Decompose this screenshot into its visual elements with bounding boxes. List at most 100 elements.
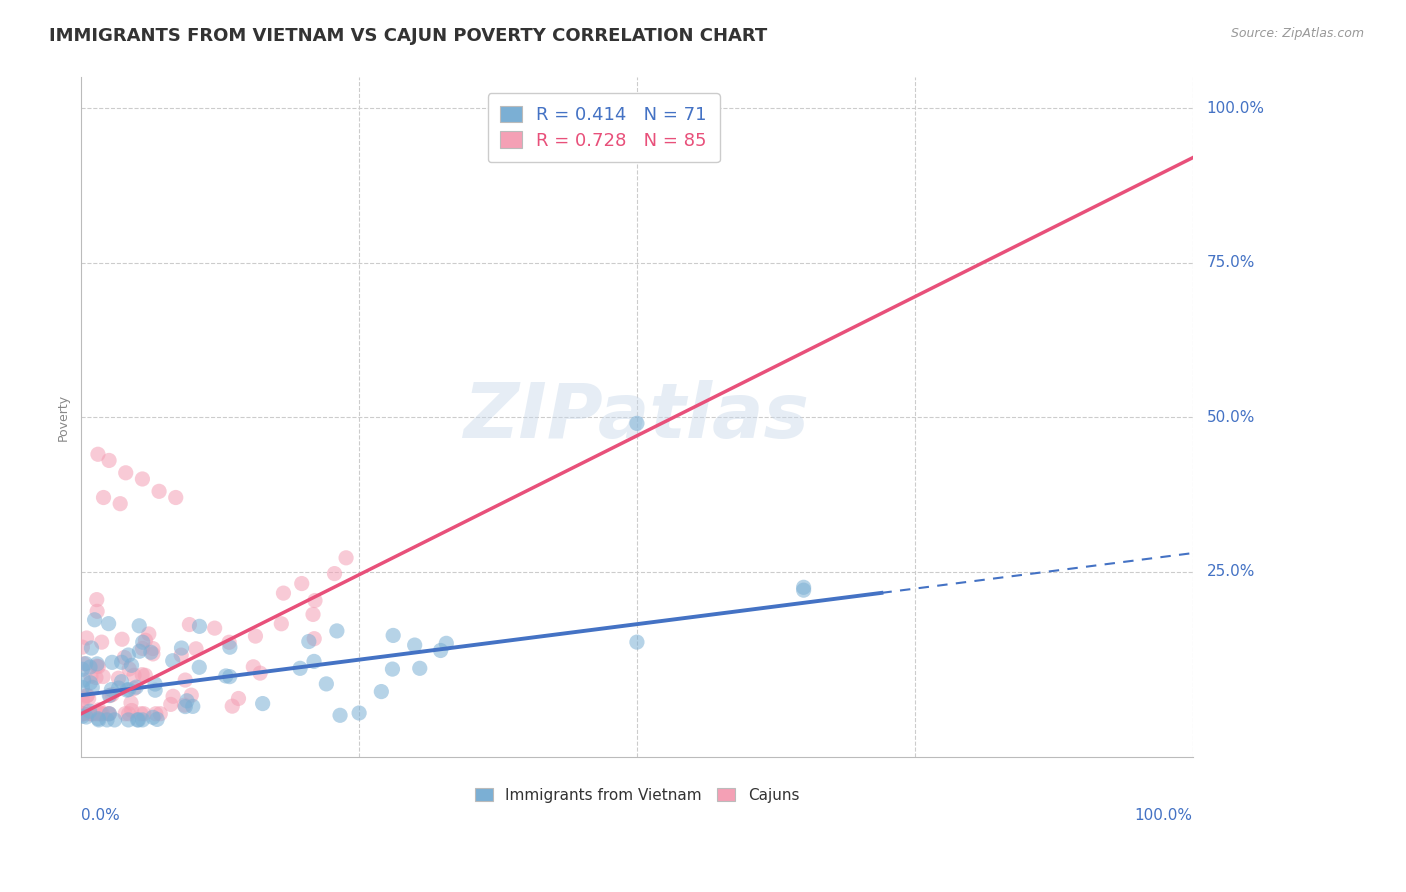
Point — [72, 706, 94, 721]
Point — [218, 640, 240, 655]
Point — [79, 706, 101, 721]
Point — [204, 621, 226, 635]
Point — [117, 713, 139, 727]
Point — [80, 669, 103, 683]
Point — [221, 699, 243, 714]
Point — [288, 661, 311, 675]
Point — [146, 712, 169, 726]
Point — [170, 648, 193, 662]
Point — [101, 688, 124, 702]
Point — [75, 710, 97, 724]
Point — [249, 666, 271, 681]
Point — [315, 677, 337, 691]
Point — [118, 662, 141, 676]
Point — [97, 616, 120, 631]
Legend: Immigrants from Vietnam, Cajuns: Immigrants from Vietnam, Cajuns — [467, 780, 807, 811]
Point — [90, 635, 112, 649]
Point — [107, 681, 129, 695]
Point — [228, 691, 250, 706]
Point — [131, 667, 153, 681]
Point — [115, 683, 138, 698]
Point — [83, 613, 105, 627]
Point — [184, 641, 207, 656]
Point — [77, 691, 100, 706]
Point — [121, 703, 143, 717]
Point — [76, 689, 98, 703]
Point — [87, 713, 110, 727]
Point — [302, 655, 325, 669]
Point — [87, 712, 110, 726]
Point — [793, 583, 815, 598]
Point — [128, 644, 150, 658]
Point — [139, 645, 162, 659]
Point — [80, 706, 103, 721]
Point — [131, 472, 153, 486]
Point — [218, 635, 240, 649]
Point — [180, 688, 202, 702]
Point — [129, 706, 152, 721]
Point — [96, 713, 118, 727]
Point — [173, 698, 195, 713]
Text: 75.0%: 75.0% — [1206, 255, 1254, 270]
Point — [112, 650, 135, 665]
Point — [87, 703, 110, 717]
Point — [122, 668, 145, 682]
Point — [91, 669, 114, 683]
Point — [159, 698, 181, 712]
Point — [273, 586, 295, 600]
Point — [80, 640, 103, 655]
Point — [215, 669, 238, 683]
Point — [72, 681, 94, 695]
Point — [86, 706, 108, 721]
Point — [75, 657, 97, 671]
Point — [252, 697, 274, 711]
Point — [83, 706, 105, 721]
Point — [72, 706, 94, 721]
Point — [86, 657, 108, 671]
Point — [86, 592, 108, 607]
Text: ZIPatlas: ZIPatlas — [464, 380, 810, 454]
Point — [218, 670, 240, 684]
Text: 25.0%: 25.0% — [1206, 564, 1254, 579]
Point — [72, 691, 94, 706]
Point — [370, 684, 392, 698]
Point — [127, 713, 149, 727]
Point — [122, 681, 145, 696]
Point — [79, 675, 101, 690]
Point — [143, 683, 166, 698]
Point — [86, 659, 108, 673]
Point — [72, 706, 94, 721]
Point — [98, 453, 121, 467]
Text: Source: ZipAtlas.com: Source: ZipAtlas.com — [1230, 27, 1364, 40]
Point — [72, 662, 94, 676]
Point — [138, 627, 160, 641]
Y-axis label: Poverty: Poverty — [58, 393, 70, 441]
Point — [302, 632, 325, 646]
Point — [118, 706, 141, 721]
Point — [179, 617, 201, 632]
Point — [72, 640, 94, 654]
Point — [111, 655, 134, 669]
Point — [793, 580, 815, 594]
Point — [626, 417, 648, 431]
Point — [84, 671, 107, 685]
Point — [79, 704, 101, 718]
Point — [298, 634, 321, 648]
Point — [429, 643, 451, 657]
Point — [132, 706, 155, 721]
Point — [90, 706, 112, 721]
Point — [127, 713, 149, 727]
Point — [98, 706, 121, 721]
Point — [162, 690, 184, 704]
Point — [86, 604, 108, 618]
Point — [165, 491, 187, 505]
Point — [434, 636, 457, 650]
Point — [98, 689, 121, 703]
Point — [626, 635, 648, 649]
Point — [93, 491, 115, 505]
Point — [181, 699, 204, 714]
Point — [121, 658, 143, 673]
Text: 100.0%: 100.0% — [1206, 101, 1264, 116]
Point — [242, 660, 264, 674]
Point — [176, 694, 198, 708]
